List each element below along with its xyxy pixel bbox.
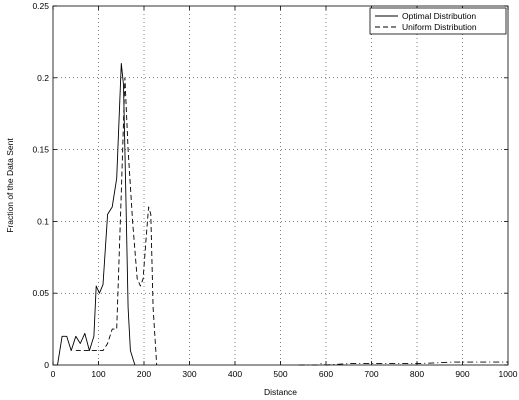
y-tick-label: 0.25	[32, 1, 49, 11]
series-line-0	[57, 62, 136, 366]
x-tick-label: 1000	[499, 369, 518, 379]
y-tick-label: 0.05	[32, 288, 49, 298]
x-tick-label: 100	[91, 369, 105, 379]
y-tick-label: 0	[44, 360, 49, 370]
x-tick-label: 800	[410, 369, 424, 379]
x-tick-label: 500	[273, 369, 287, 379]
series-line-2	[298, 361, 508, 366]
legend-label-uniform: Uniform Distribution	[402, 22, 477, 32]
series-group	[57, 62, 508, 366]
y-axis-label: Fraction of the Data Sent	[5, 138, 15, 233]
y-tick-label: 0.15	[32, 145, 49, 155]
x-tick-label: 600	[319, 369, 333, 379]
tick-marks	[52, 5, 509, 366]
x-tick-label: 0	[51, 369, 56, 379]
x-axis-label: Distance	[264, 387, 297, 397]
legend-label-optimal: Optimal Distribution	[402, 11, 476, 21]
y-tick-label: 0.1	[37, 216, 49, 226]
x-tick-label: 700	[364, 369, 378, 379]
x-tick-labels: 0 100 200 300 400 500 600 700 800 900 1000	[51, 369, 518, 379]
legend: Optimal Distribution Uniform Distributio…	[369, 7, 507, 35]
series-line-1	[75, 77, 158, 366]
x-tick-label: 300	[182, 369, 196, 379]
y-tick-labels: 0 0.05 0.1 0.15 0.2 0.25	[32, 1, 49, 370]
legend-box	[369, 7, 507, 35]
x-tick-label: 200	[137, 369, 151, 379]
y-tick-label: 0.2	[37, 73, 49, 83]
x-tick-label: 900	[455, 369, 469, 379]
x-tick-label: 400	[228, 369, 242, 379]
